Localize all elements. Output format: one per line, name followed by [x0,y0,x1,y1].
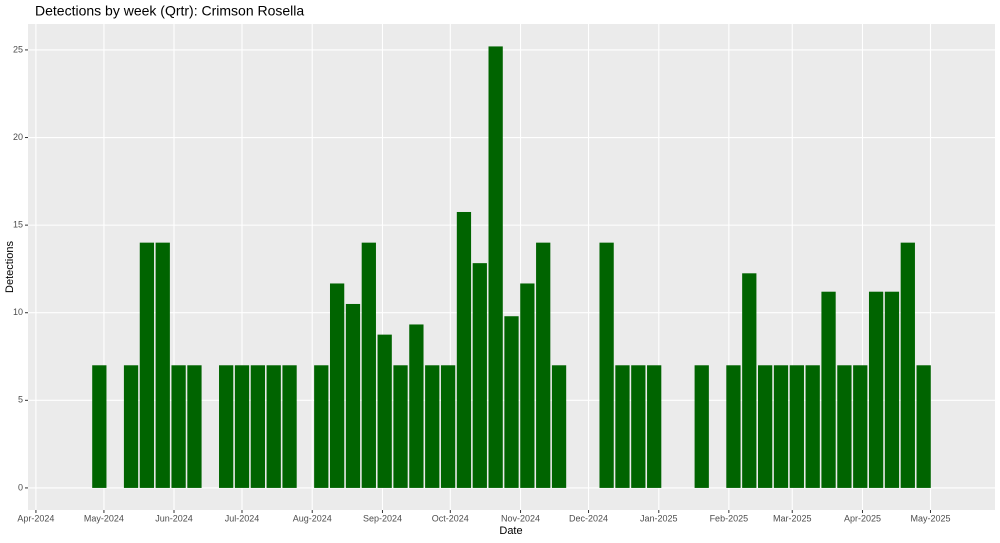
bar [805,365,820,488]
bar [853,365,868,488]
bar [234,365,250,488]
x-tick-label: Feb-2025 [710,513,749,523]
bar [187,365,202,488]
bar [329,283,345,488]
bar [219,365,234,488]
bar [520,283,535,488]
y-tick-label: 25 [13,44,23,54]
bar [266,365,281,488]
x-tick-label: Oct-2024 [432,513,469,523]
x-tick-label: Jan-2025 [640,513,678,523]
y-tick-label: 0 [18,482,23,492]
bar [345,303,361,488]
bar [551,365,567,488]
bar [773,365,789,488]
y-tick-label: 20 [13,132,23,142]
bar [123,365,139,488]
bar [536,242,551,488]
bar [488,46,503,488]
x-axis-title: Date [499,525,522,537]
bar [171,365,186,488]
x-tick-label: Mar-2025 [773,513,812,523]
bar [789,365,804,488]
bar [250,365,265,488]
bar [92,365,107,488]
bar [631,365,646,488]
bar [377,334,392,488]
bar [456,211,472,488]
bar [361,242,376,488]
x-tick-label: Jun-2024 [155,513,193,523]
bar [900,242,915,488]
bar [694,365,709,488]
x-tick-label: Jul-2024 [225,513,260,523]
bar [821,291,836,488]
bar [837,365,852,488]
bar [314,365,329,488]
y-axis-title: Detections [4,241,16,293]
x-tick-label: Aug-2024 [293,513,332,523]
y-tick-label: 10 [13,307,23,317]
bar [647,365,662,488]
bar [726,365,741,488]
bar [139,242,155,488]
bar [742,273,757,488]
x-tick-label: Dec-2024 [569,513,608,523]
bar [440,365,456,488]
bar [916,365,931,488]
chart-title: Detections by week (Qrtr): Crimson Rosel… [35,3,304,19]
x-tick-label: May-2024 [84,513,124,523]
x-tick-label: Sep-2024 [363,513,402,523]
bar [599,242,614,488]
bar [282,365,297,488]
x-tick-label: Apr-2025 [844,513,881,523]
bar [868,291,884,488]
bar [409,324,424,488]
x-tick-label: Apr-2024 [17,513,54,523]
y-tick-label: 5 [18,395,23,405]
x-tick-label: Nov-2024 [501,513,540,523]
bar [504,316,519,488]
x-tick-label: May-2025 [910,513,950,523]
bar [472,263,487,488]
bar [884,291,900,488]
bar [155,242,170,488]
bar [393,365,408,488]
bar [615,365,630,488]
bar [758,365,773,488]
bar [425,365,440,488]
y-tick-label: 15 [13,220,23,230]
